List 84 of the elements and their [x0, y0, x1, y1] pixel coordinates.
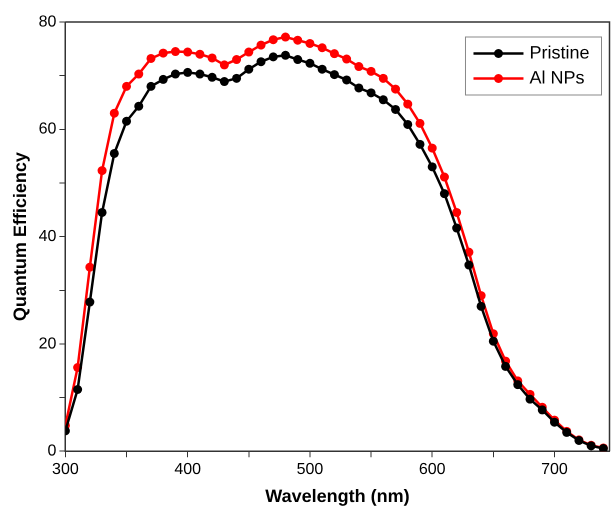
point [354, 62, 364, 72]
point [122, 82, 132, 91]
x-tick-label: 700 [541, 461, 568, 478]
y-axis-title: Quantum Efficiency [10, 152, 30, 322]
point [415, 118, 424, 128]
x-tick-label: 500 [296, 461, 324, 478]
point [440, 189, 449, 198]
point [366, 88, 376, 98]
x-tick-label: 300 [52, 461, 79, 478]
point [378, 95, 388, 104]
point [476, 302, 486, 311]
point [391, 84, 400, 94]
point [330, 49, 339, 58]
point [293, 36, 302, 45]
point [85, 262, 94, 272]
point [98, 208, 107, 217]
point [452, 208, 462, 217]
point [195, 50, 204, 59]
y-tick-label: 40 [38, 228, 56, 246]
point [146, 54, 156, 63]
point [526, 394, 535, 404]
point [428, 162, 437, 172]
y-tick-label: 0 [47, 442, 56, 460]
point [293, 55, 302, 64]
point [110, 108, 119, 118]
point [268, 35, 278, 44]
point [488, 336, 498, 346]
point [134, 102, 144, 111]
point [415, 140, 424, 149]
point [354, 83, 364, 92]
point [452, 224, 462, 233]
point [305, 58, 314, 68]
point [158, 74, 168, 84]
point [501, 362, 510, 371]
point [538, 405, 547, 414]
point [98, 166, 107, 176]
point [134, 70, 144, 79]
x-tick-label: 600 [418, 461, 446, 478]
point [110, 148, 119, 158]
point [428, 144, 437, 153]
point [183, 68, 192, 77]
point [318, 64, 327, 74]
legend-label: Pristine [529, 42, 590, 62]
point [195, 70, 204, 79]
point [403, 100, 412, 109]
point [403, 120, 412, 129]
point [220, 77, 229, 86]
point [366, 66, 376, 76]
y-tick-label: 80 [38, 13, 56, 30]
point [280, 32, 290, 42]
point [85, 298, 94, 307]
point [378, 74, 388, 83]
point [122, 116, 132, 126]
point [342, 75, 352, 84]
point [220, 60, 229, 70]
point [391, 104, 400, 114]
point [440, 172, 449, 182]
point [208, 53, 217, 62]
point [232, 74, 242, 83]
x-tick-label: 400 [174, 461, 202, 478]
point [342, 54, 352, 64]
point [158, 48, 168, 58]
point [170, 47, 180, 56]
point [244, 64, 254, 74]
point [280, 50, 290, 60]
y-tick-label: 60 [38, 120, 56, 138]
point [208, 72, 217, 82]
point [232, 55, 242, 64]
point [513, 380, 522, 390]
point [146, 82, 156, 91]
point [268, 52, 278, 62]
legend-label: Al NPs [529, 67, 584, 88]
y-tick-label: 20 [38, 335, 56, 352]
point [256, 57, 266, 66]
point [170, 70, 180, 79]
point [305, 38, 314, 48]
point [256, 40, 266, 50]
point [244, 48, 254, 57]
x-axis-title: Wavelength (nm) [265, 486, 410, 506]
point [318, 43, 327, 52]
point [183, 48, 192, 57]
point [330, 70, 339, 80]
point [73, 385, 82, 394]
point [464, 260, 474, 270]
